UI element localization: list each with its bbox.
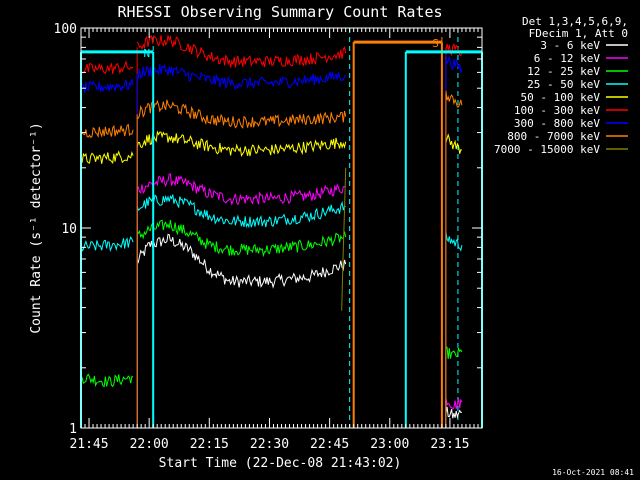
series-line bbox=[445, 43, 463, 57]
legend-label: 6 - 12 keV bbox=[534, 52, 601, 65]
legend-label: 12 - 25 keV bbox=[527, 65, 600, 78]
series-line bbox=[80, 236, 134, 253]
legend-label: 800 - 7000 keV bbox=[507, 130, 600, 143]
series-line bbox=[445, 231, 463, 252]
y-tick-label: 10 bbox=[61, 222, 77, 237]
legend-label: 7000 - 15000 keV bbox=[494, 143, 600, 156]
series-line bbox=[80, 150, 134, 164]
x-tick-label: 22:45 bbox=[310, 437, 349, 452]
series-line bbox=[445, 133, 463, 154]
series-line bbox=[445, 406, 462, 419]
chart-title: RHESSI Observing Summary Count Rates bbox=[117, 3, 442, 21]
legend-header: Det 1,3,4,5,6,9, bbox=[522, 15, 628, 28]
x-tick-label: 23:00 bbox=[370, 437, 409, 452]
series-line bbox=[80, 59, 134, 75]
x-tick-label: 22:30 bbox=[250, 437, 289, 452]
x-axis-label: Start Time (22-Dec-08 21:43:02) bbox=[159, 456, 402, 471]
series-line bbox=[80, 78, 134, 94]
series-line bbox=[136, 34, 347, 68]
series-line bbox=[136, 219, 347, 258]
x-tick-label: 22:00 bbox=[130, 437, 169, 452]
legend-label: 100 - 300 keV bbox=[514, 104, 600, 117]
x-tick-label: 23:15 bbox=[430, 437, 469, 452]
series-line bbox=[136, 194, 346, 229]
series-line bbox=[80, 373, 134, 388]
series-line bbox=[136, 130, 347, 157]
series-line bbox=[445, 346, 463, 359]
legend-header: FDecim 1, Att 0 bbox=[529, 27, 628, 40]
legend: Det 1,3,4,5,6,9,FDecim 1, Att 03 - 6 keV… bbox=[494, 15, 628, 156]
series-line bbox=[445, 396, 463, 410]
axes-layer: 21:45 22:00 22:15 22:30 22:45 23:00 23:15 1 10 10… bbox=[54, 22, 483, 452]
flag-label: S bbox=[432, 37, 439, 50]
legend-label: 50 - 100 keV bbox=[521, 91, 601, 104]
series-line bbox=[445, 54, 463, 73]
series-line bbox=[136, 233, 347, 289]
y-tick-label: 1 bbox=[69, 422, 77, 437]
series-line bbox=[136, 99, 347, 129]
x-tick-label: 21:45 bbox=[69, 437, 108, 452]
flag-label: N bbox=[144, 47, 151, 60]
series-line bbox=[80, 123, 134, 139]
series-line bbox=[136, 173, 346, 206]
legend-label: 300 - 800 keV bbox=[514, 117, 600, 130]
legend-label: 3 - 6 keV bbox=[540, 39, 600, 52]
timestamp-footer: 16-Oct-2021 08:41 bbox=[552, 468, 634, 477]
x-tick-label: 22:15 bbox=[190, 437, 229, 452]
y-axis-label: Count Rate (s⁻¹ detector⁻¹) bbox=[29, 122, 44, 333]
series-line bbox=[445, 90, 463, 108]
series-line bbox=[341, 167, 347, 311]
legend-label: 25 - 50 keV bbox=[527, 78, 600, 91]
y-tick-label: 100 bbox=[54, 22, 77, 37]
series-line bbox=[136, 64, 347, 91]
